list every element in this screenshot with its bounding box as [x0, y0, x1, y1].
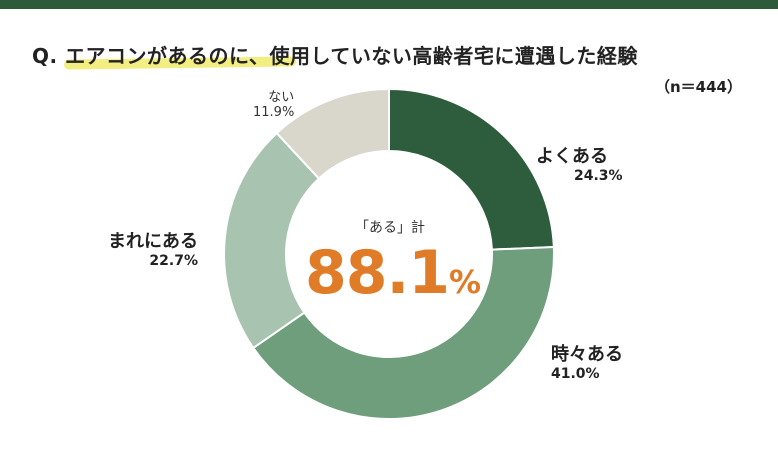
center-value-number: 88.1: [305, 238, 450, 308]
slice-name-rarely: まれにある: [108, 231, 198, 252]
legend-label-often: よくある 24.3%: [536, 142, 623, 184]
center-value: 88.1%: [305, 238, 482, 308]
slice-value-rarely: 22.7%: [149, 253, 198, 269]
legend-label-rarely: まれにある 22.7%: [108, 227, 198, 269]
slice-never: [275, 87, 390, 180]
sample-size: （n＝444）: [655, 78, 742, 96]
slice-sometimes: [251, 245, 555, 420]
center-value-unit: %: [449, 263, 482, 301]
legend-label-sometimes: 時々ある 41.0%: [551, 340, 623, 382]
chart-title: Q. エアコンがあるのに、使用していない高齢者宅に遭遇した経験: [32, 40, 638, 69]
slice-name-sometimes: 時々ある: [551, 344, 623, 365]
chart-title-text: Q. エアコンがあるのに、使用していない高齢者宅に遭遇した経験: [32, 44, 638, 68]
slice-value-sometimes: 41.0%: [551, 366, 600, 382]
slice-value-often: 24.3%: [574, 168, 623, 184]
slice-rarely: [223, 131, 321, 350]
slice-name-often: よくある: [536, 146, 608, 167]
center-label: 「ある」計: [355, 220, 425, 236]
slice-often: [388, 87, 555, 251]
slice-name-never: ない: [268, 90, 295, 105]
header-bar: [0, 0, 778, 9]
slice-value-never: 11.9%: [253, 105, 295, 120]
legend-label-never: ない 11.9%: [253, 86, 294, 120]
